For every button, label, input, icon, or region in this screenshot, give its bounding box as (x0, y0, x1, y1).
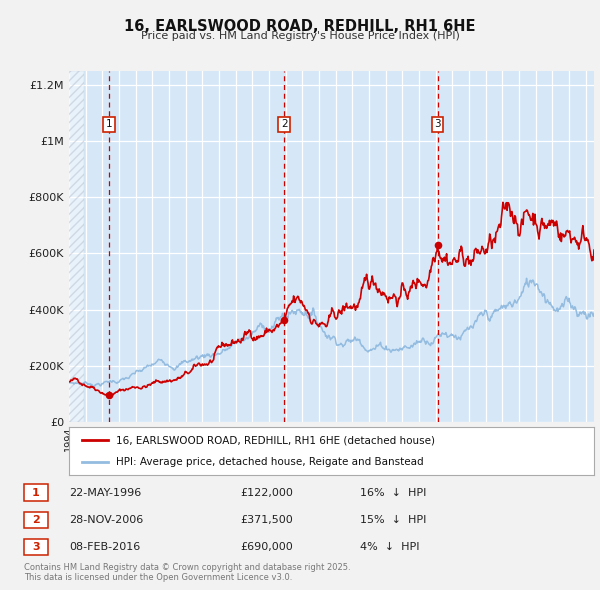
Text: 08-FEB-2016: 08-FEB-2016 (69, 542, 140, 552)
Text: HPI: Average price, detached house, Reigate and Banstead: HPI: Average price, detached house, Reig… (116, 457, 424, 467)
Text: Price paid vs. HM Land Registry's House Price Index (HPI): Price paid vs. HM Land Registry's House … (140, 31, 460, 41)
Text: 3: 3 (434, 119, 441, 129)
Text: 28-NOV-2006: 28-NOV-2006 (69, 515, 143, 525)
Text: 22-MAY-1996: 22-MAY-1996 (69, 488, 141, 497)
Text: 16, EARLSWOOD ROAD, REDHILL, RH1 6HE: 16, EARLSWOOD ROAD, REDHILL, RH1 6HE (124, 19, 476, 34)
Text: £371,500: £371,500 (240, 515, 293, 525)
Text: 2: 2 (281, 119, 287, 129)
Text: £690,000: £690,000 (240, 542, 293, 552)
Text: 15%  ↓  HPI: 15% ↓ HPI (360, 515, 427, 525)
Text: 1: 1 (32, 488, 40, 497)
Text: 16, EARLSWOOD ROAD, REDHILL, RH1 6HE (detached house): 16, EARLSWOOD ROAD, REDHILL, RH1 6HE (de… (116, 435, 435, 445)
Text: 4%  ↓  HPI: 4% ↓ HPI (360, 542, 419, 552)
Text: £122,000: £122,000 (240, 488, 293, 497)
Text: 3: 3 (32, 542, 40, 552)
Text: 16%  ↓  HPI: 16% ↓ HPI (360, 488, 427, 497)
Text: Contains HM Land Registry data © Crown copyright and database right 2025.
This d: Contains HM Land Registry data © Crown c… (24, 563, 350, 582)
Text: 1: 1 (106, 119, 112, 129)
Text: 2: 2 (32, 515, 40, 525)
Bar (69, 71, 85, 422)
